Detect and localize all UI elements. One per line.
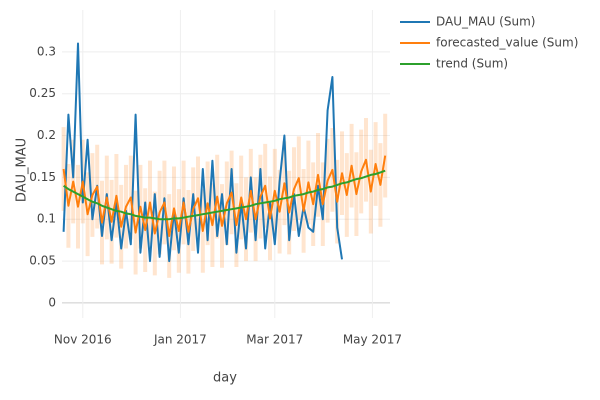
y-tick-label: 0.2 [37,128,56,142]
legend-label[interactable]: DAU_MAU (Sum) [436,15,535,29]
x-tick-label: Mar 2017 [246,333,303,347]
x-tick-label: Nov 2016 [54,333,112,347]
legend-label[interactable]: forecasted_value (Sum) [436,36,578,50]
x-axis-label: day [213,371,237,386]
x-tick-label: Jan 2017 [153,333,207,347]
series-line [63,169,386,221]
y-tick-label: 0.1 [37,212,56,226]
x-tick-label: May 2017 [343,333,402,347]
y-tick-label: 0.25 [29,86,56,100]
y-tick-label: 0.3 [37,44,56,58]
series-line [62,42,343,263]
series-line [62,155,387,237]
y-tick-label: 0.15 [29,170,56,184]
y-axis-label: DAU_MAU [15,138,30,202]
y-tick-label: 0 [48,295,56,309]
legend-label[interactable]: trend (Sum) [436,57,508,71]
y-tick-label: 0.05 [29,254,56,268]
